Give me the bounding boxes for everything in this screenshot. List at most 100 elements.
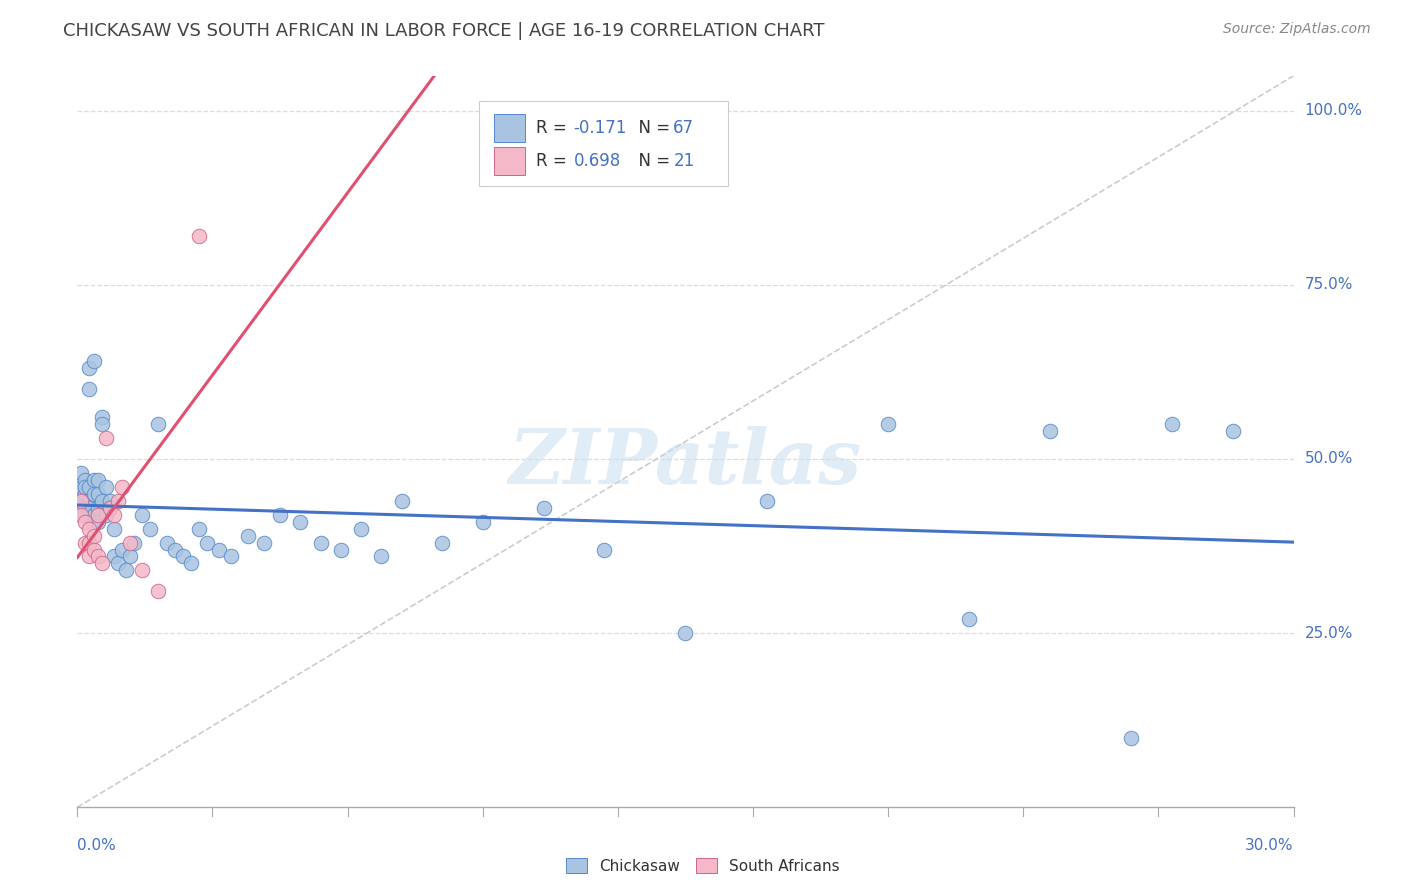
Point bbox=[118, 535, 141, 549]
Point bbox=[391, 493, 413, 508]
FancyBboxPatch shape bbox=[495, 147, 524, 175]
Point bbox=[111, 480, 134, 494]
Point bbox=[83, 354, 105, 368]
Point bbox=[79, 361, 101, 376]
Point bbox=[188, 522, 211, 536]
Point bbox=[98, 493, 121, 508]
Point bbox=[86, 500, 108, 515]
Point bbox=[79, 535, 101, 549]
Point bbox=[86, 508, 108, 522]
Point bbox=[350, 522, 373, 536]
Point bbox=[94, 480, 117, 494]
Point bbox=[75, 473, 97, 487]
Text: -0.171: -0.171 bbox=[574, 119, 627, 136]
Text: 50.0%: 50.0% bbox=[1305, 451, 1353, 467]
Point bbox=[83, 473, 105, 487]
Point bbox=[103, 522, 125, 536]
Point bbox=[236, 528, 259, 542]
Text: 100.0%: 100.0% bbox=[1305, 103, 1362, 118]
Point bbox=[107, 493, 129, 508]
Point bbox=[86, 487, 108, 501]
Point bbox=[131, 563, 153, 577]
Text: 30.0%: 30.0% bbox=[1246, 838, 1294, 853]
Point bbox=[83, 542, 105, 557]
Point bbox=[131, 508, 153, 522]
Point bbox=[877, 417, 900, 431]
Text: 67: 67 bbox=[673, 119, 695, 136]
Point bbox=[79, 522, 101, 536]
Text: 0.698: 0.698 bbox=[574, 152, 621, 169]
Point bbox=[593, 542, 616, 557]
Point bbox=[75, 500, 97, 515]
Point bbox=[148, 584, 170, 599]
Point bbox=[208, 542, 231, 557]
Point bbox=[1039, 424, 1062, 438]
FancyBboxPatch shape bbox=[495, 114, 524, 142]
Point bbox=[83, 487, 105, 501]
Point bbox=[103, 508, 125, 522]
Point bbox=[163, 542, 186, 557]
Text: N =: N = bbox=[628, 152, 676, 169]
Point bbox=[139, 522, 162, 536]
Point bbox=[107, 557, 129, 571]
Point bbox=[75, 515, 97, 529]
Point bbox=[118, 549, 141, 564]
Point bbox=[290, 515, 312, 529]
Point bbox=[188, 229, 211, 244]
Point bbox=[94, 431, 117, 445]
Point bbox=[755, 493, 778, 508]
Point bbox=[180, 557, 202, 571]
Point bbox=[70, 493, 93, 508]
Point bbox=[98, 500, 121, 515]
Point bbox=[70, 466, 93, 480]
Point bbox=[75, 508, 97, 522]
Point bbox=[79, 382, 101, 396]
Point bbox=[430, 535, 453, 549]
Point bbox=[122, 535, 145, 549]
Point bbox=[98, 500, 121, 515]
Point bbox=[90, 417, 112, 431]
Point bbox=[1161, 417, 1184, 431]
Point bbox=[957, 612, 980, 626]
Text: 21: 21 bbox=[673, 152, 695, 169]
Point bbox=[79, 493, 101, 508]
Point bbox=[172, 549, 194, 564]
Text: Source: ZipAtlas.com: Source: ZipAtlas.com bbox=[1223, 22, 1371, 37]
Text: CHICKASAW VS SOUTH AFRICAN IN LABOR FORCE | AGE 16-19 CORRELATION CHART: CHICKASAW VS SOUTH AFRICAN IN LABOR FORC… bbox=[63, 22, 825, 40]
Point bbox=[94, 508, 117, 522]
Point bbox=[155, 535, 177, 549]
Point bbox=[86, 549, 108, 564]
Point bbox=[1121, 731, 1143, 745]
Point bbox=[90, 410, 112, 425]
Point bbox=[195, 535, 218, 549]
Point bbox=[86, 515, 108, 529]
Point bbox=[83, 508, 105, 522]
FancyBboxPatch shape bbox=[478, 102, 728, 186]
Point bbox=[70, 480, 93, 494]
Text: ZIPatlas: ZIPatlas bbox=[509, 426, 862, 500]
Point bbox=[329, 542, 352, 557]
Point bbox=[75, 535, 97, 549]
Legend: Chickasaw, South Africans: Chickasaw, South Africans bbox=[560, 852, 846, 880]
Point bbox=[79, 549, 101, 564]
Point bbox=[148, 417, 170, 431]
Text: 75.0%: 75.0% bbox=[1305, 277, 1353, 293]
Point bbox=[533, 500, 555, 515]
Point bbox=[309, 535, 332, 549]
Text: N =: N = bbox=[628, 119, 676, 136]
Point bbox=[75, 480, 97, 494]
Point bbox=[253, 535, 276, 549]
Point bbox=[70, 508, 93, 522]
Text: R =: R = bbox=[536, 152, 572, 169]
Point bbox=[111, 542, 134, 557]
Point bbox=[675, 626, 697, 640]
Point bbox=[370, 549, 392, 564]
Point bbox=[70, 493, 93, 508]
Point bbox=[1222, 424, 1244, 438]
Point bbox=[75, 487, 97, 501]
Point bbox=[79, 480, 101, 494]
Point bbox=[221, 549, 243, 564]
Point bbox=[79, 500, 101, 515]
Point bbox=[269, 508, 291, 522]
Point bbox=[103, 549, 125, 564]
